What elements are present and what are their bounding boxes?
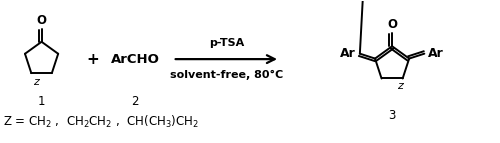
Text: O: O xyxy=(387,18,397,31)
Text: solvent-free, 80°C: solvent-free, 80°C xyxy=(170,70,283,80)
Text: O: O xyxy=(36,14,46,27)
Text: Ar: Ar xyxy=(340,47,356,60)
Text: 1: 1 xyxy=(38,95,46,108)
Text: z: z xyxy=(32,77,38,87)
Text: +: + xyxy=(86,52,100,67)
Text: ArCHO: ArCHO xyxy=(111,53,160,66)
Text: p-TSA: p-TSA xyxy=(208,38,244,48)
Text: Ar: Ar xyxy=(428,47,444,60)
Text: Z = CH$_2$ ,  CH$_2$CH$_2$ ,  CH(CH$_3$)CH$_2$: Z = CH$_2$ , CH$_2$CH$_2$ , CH(CH$_3$)CH… xyxy=(3,114,199,130)
Text: 3: 3 xyxy=(388,109,396,122)
Text: z: z xyxy=(397,82,403,92)
Text: 2: 2 xyxy=(132,95,139,108)
